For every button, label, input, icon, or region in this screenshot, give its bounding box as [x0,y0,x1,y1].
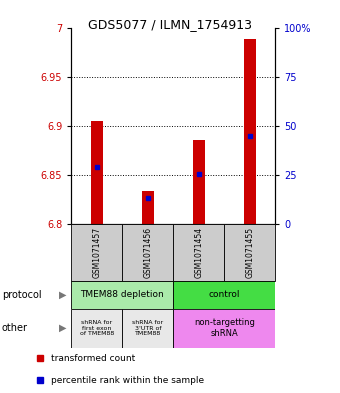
Text: shRNA for
3'UTR of
TMEM88: shRNA for 3'UTR of TMEM88 [132,320,164,336]
Text: other: other [2,323,28,333]
Bar [243,39,256,224]
Text: TMEM88 depletion: TMEM88 depletion [81,290,164,299]
Text: protocol: protocol [2,290,41,300]
Text: GSM1071455: GSM1071455 [245,227,254,278]
Bar [71,309,122,348]
Bar [192,140,205,224]
Bar [122,309,173,348]
Text: percentile rank within the sample: percentile rank within the sample [51,376,204,385]
Text: non-targetting
shRNA: non-targetting shRNA [194,318,255,338]
Bar [141,191,154,224]
Bar [90,121,103,224]
Text: ▶: ▶ [59,290,67,300]
Text: GSM1071456: GSM1071456 [143,227,152,278]
Bar [173,309,275,348]
Text: control: control [209,290,240,299]
Bar [224,224,275,281]
Text: transformed count: transformed count [51,354,136,363]
Bar [71,281,173,309]
Text: GSM1071457: GSM1071457 [92,227,101,278]
Bar [173,281,275,309]
Bar [173,224,224,281]
Text: shRNA for
first exon
of TMEM88: shRNA for first exon of TMEM88 [80,320,114,336]
Text: ▶: ▶ [59,323,67,333]
Text: GSM1071454: GSM1071454 [194,227,203,278]
Text: GDS5077 / ILMN_1754913: GDS5077 / ILMN_1754913 [88,18,252,31]
Bar [71,224,122,281]
Bar [122,224,173,281]
